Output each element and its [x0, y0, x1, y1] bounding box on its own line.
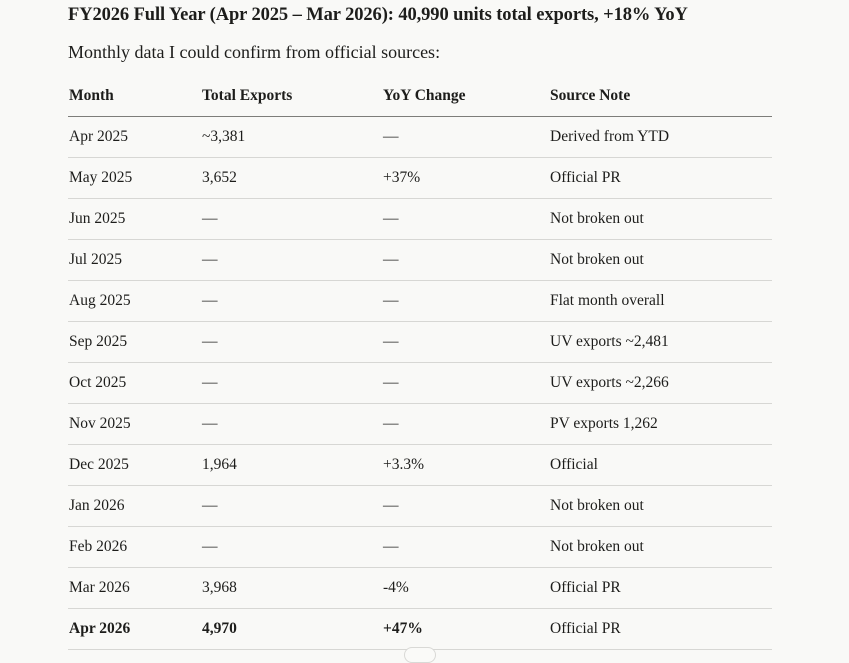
cell-total-exports: — — [201, 280, 382, 322]
cell-month: Apr 2025 — [68, 116, 201, 158]
cell-yoy-change: +3.3% — [382, 444, 549, 486]
cell-month: Oct 2025 — [68, 362, 201, 404]
cell-month: Sep 2025 — [68, 321, 201, 363]
cell-source-note: UV exports ~2,266 — [549, 362, 772, 404]
table-row: Apr 2026 4,970 +47% Official PR — [68, 608, 772, 650]
cell-month: May 2025 — [68, 157, 201, 199]
cell-month: Jul 2025 — [68, 239, 201, 281]
cell-total-exports: — — [201, 526, 382, 568]
cell-source-note: Not broken out — [549, 198, 772, 240]
cell-yoy-change: — — [382, 321, 549, 363]
column-header-yoy-change: YoY Change — [382, 75, 549, 117]
cell-source-note: PV exports 1,262 — [549, 403, 772, 445]
cell-month: Jun 2025 — [68, 198, 201, 240]
cell-total-exports: — — [201, 362, 382, 404]
cell-total-exports: — — [201, 485, 382, 527]
table-row: Dec 2025 1,964 +3.3% Official — [68, 444, 772, 486]
cell-total-exports: 1,964 — [201, 444, 382, 486]
column-header-month: Month — [68, 75, 201, 117]
cell-month: Aug 2025 — [68, 280, 201, 322]
cell-total-exports: — — [201, 198, 382, 240]
cell-source-note: Derived from YTD — [549, 116, 772, 158]
cell-total-exports: — — [201, 321, 382, 363]
cell-month: Jan 2026 — [68, 485, 201, 527]
table-row: Jun 2025 — — Not broken out — [68, 198, 772, 240]
table-row: Apr 2025 ~3,381 — Derived from YTD — [68, 116, 772, 158]
scroll-to-bottom-button[interactable] — [404, 647, 436, 663]
table-row: Jan 2026 — — Not broken out — [68, 485, 772, 527]
cell-yoy-change: — — [382, 239, 549, 281]
cell-total-exports: 3,652 — [201, 157, 382, 199]
table-row: Oct 2025 — — UV exports ~2,266 — [68, 362, 772, 404]
cell-yoy-change: — — [382, 280, 549, 322]
cell-source-note: Official — [549, 444, 772, 486]
table-row: Sep 2025 — — UV exports ~2,481 — [68, 321, 772, 363]
table-row: Mar 2026 3,968 -4% Official PR — [68, 567, 772, 609]
table-row: Nov 2025 — — PV exports 1,262 — [68, 403, 772, 445]
cell-yoy-change: -4% — [382, 567, 549, 609]
cell-total-exports: — — [201, 239, 382, 281]
cell-total-exports: ~3,381 — [201, 116, 382, 158]
intro-text: Monthly data I could confirm from offici… — [68, 42, 441, 62]
cell-yoy-change: — — [382, 485, 549, 527]
column-header-total-exports: Total Exports — [201, 75, 382, 117]
cell-source-note: Official PR — [549, 608, 772, 650]
cell-source-note: Official PR — [549, 157, 772, 199]
cell-month: Apr 2026 — [68, 608, 201, 650]
cell-yoy-change: — — [382, 526, 549, 568]
cell-source-note: Official PR — [549, 567, 772, 609]
cell-month: Mar 2026 — [68, 567, 201, 609]
section-heading: FY2026 Full Year (Apr 2025 – Mar 2026): … — [68, 5, 688, 25]
cell-yoy-change: +37% — [382, 157, 549, 199]
cell-yoy-change: +47% — [382, 608, 549, 650]
cell-month: Dec 2025 — [68, 444, 201, 486]
cell-total-exports: 4,970 — [201, 608, 382, 650]
cell-source-note: Not broken out — [549, 239, 772, 281]
cell-yoy-change: — — [382, 362, 549, 404]
cell-source-note: Flat month overall — [549, 280, 772, 322]
exports-table: Month Total Exports YoY Change Source No… — [68, 75, 772, 650]
cell-yoy-change: — — [382, 403, 549, 445]
table-header-row: Month Total Exports YoY Change Source No… — [68, 75, 772, 117]
table-row: Feb 2026 — — Not broken out — [68, 526, 772, 568]
table-row: Jul 2025 — — Not broken out — [68, 239, 772, 281]
cell-source-note: Not broken out — [549, 485, 772, 527]
table-row: May 2025 3,652 +37% Official PR — [68, 157, 772, 199]
cell-total-exports: 3,968 — [201, 567, 382, 609]
cell-yoy-change: — — [382, 116, 549, 158]
cell-total-exports: — — [201, 403, 382, 445]
cell-source-note: Not broken out — [549, 526, 772, 568]
cell-source-note: UV exports ~2,481 — [549, 321, 772, 363]
cell-yoy-change: — — [382, 198, 549, 240]
table-row: Aug 2025 — — Flat month overall — [68, 280, 772, 322]
cell-month: Feb 2026 — [68, 526, 201, 568]
cell-month: Nov 2025 — [68, 403, 201, 445]
column-header-source-note: Source Note — [549, 75, 772, 117]
